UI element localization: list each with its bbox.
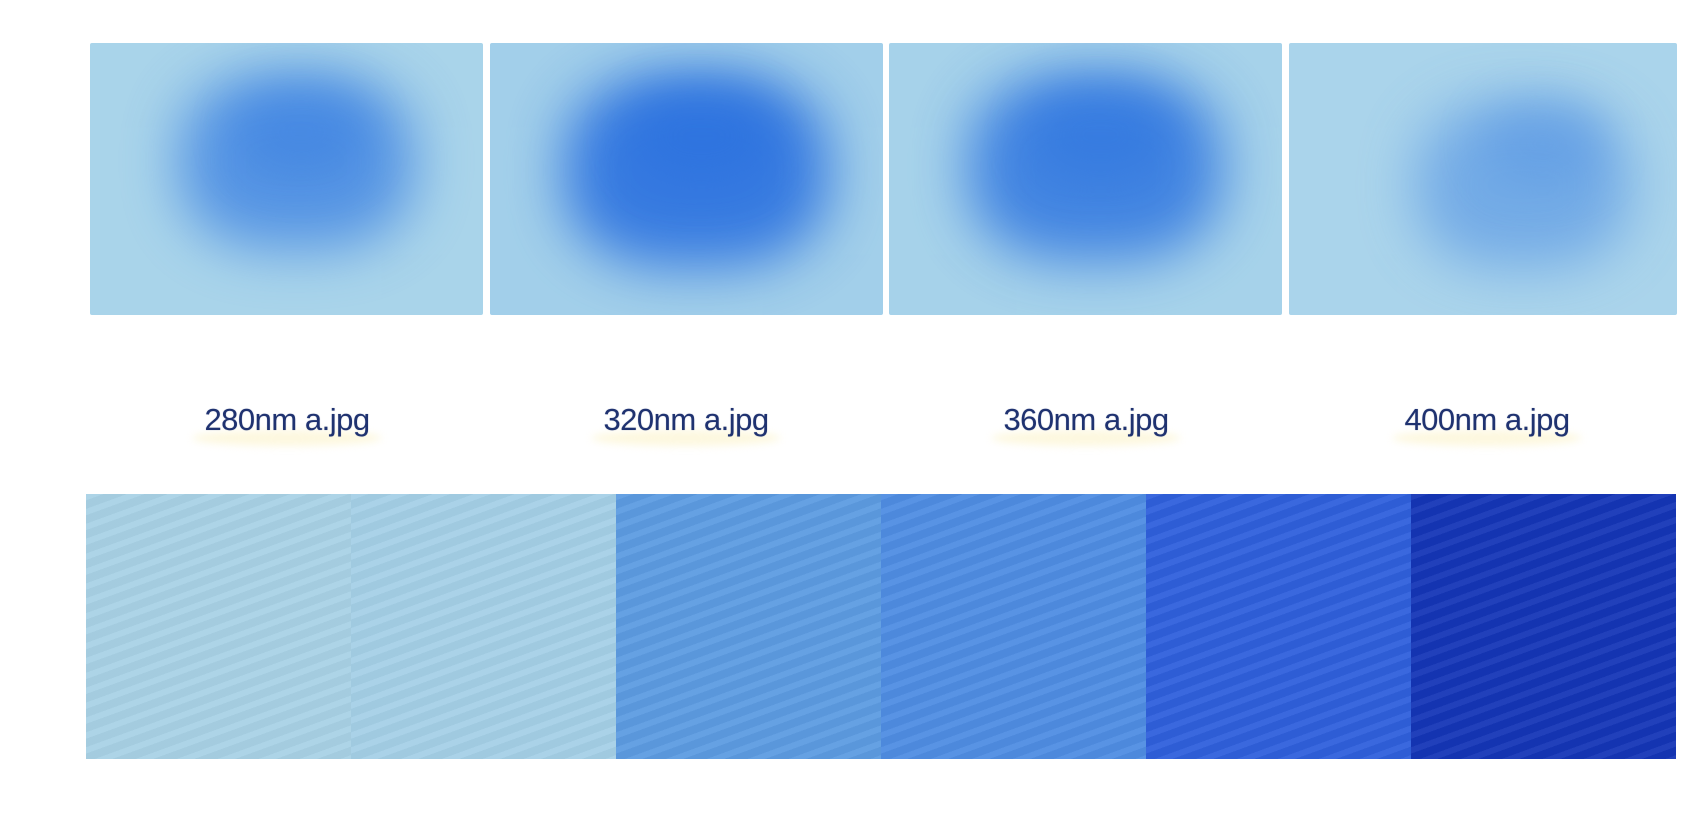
color-swatch-strip <box>86 494 1676 759</box>
caption-highlight <box>192 430 382 446</box>
swatch-texture <box>881 494 1146 759</box>
caption-highlight <box>591 430 781 446</box>
color-swatch <box>1146 494 1411 759</box>
blue-spot-core <box>1484 103 1602 185</box>
sample-photo <box>889 43 1282 315</box>
caption-highlight <box>1392 430 1582 446</box>
swatch-texture <box>616 494 881 759</box>
swatch-texture <box>1146 494 1411 759</box>
sample-caption: 320nm a.jpg <box>603 402 769 437</box>
color-swatch <box>881 494 1146 759</box>
color-swatch <box>351 494 616 759</box>
blue-spot-core <box>236 88 367 176</box>
sample-caption: 400nm a.jpg <box>1404 402 1570 437</box>
sample-photo <box>90 43 483 315</box>
swatch-texture <box>351 494 616 759</box>
color-swatch <box>616 494 881 759</box>
blue-spot-core <box>1030 88 1171 182</box>
color-swatch <box>1411 494 1676 759</box>
blue-spot-core <box>628 88 775 185</box>
color-swatch <box>86 494 351 759</box>
swatch-texture <box>1411 494 1676 759</box>
sample-photo <box>490 43 883 315</box>
sample-photo <box>1289 43 1677 315</box>
caption-highlight <box>991 430 1181 446</box>
swatch-texture <box>86 494 351 759</box>
sample-caption: 280nm a.jpg <box>204 402 370 437</box>
sample-caption: 360nm a.jpg <box>1003 402 1169 437</box>
